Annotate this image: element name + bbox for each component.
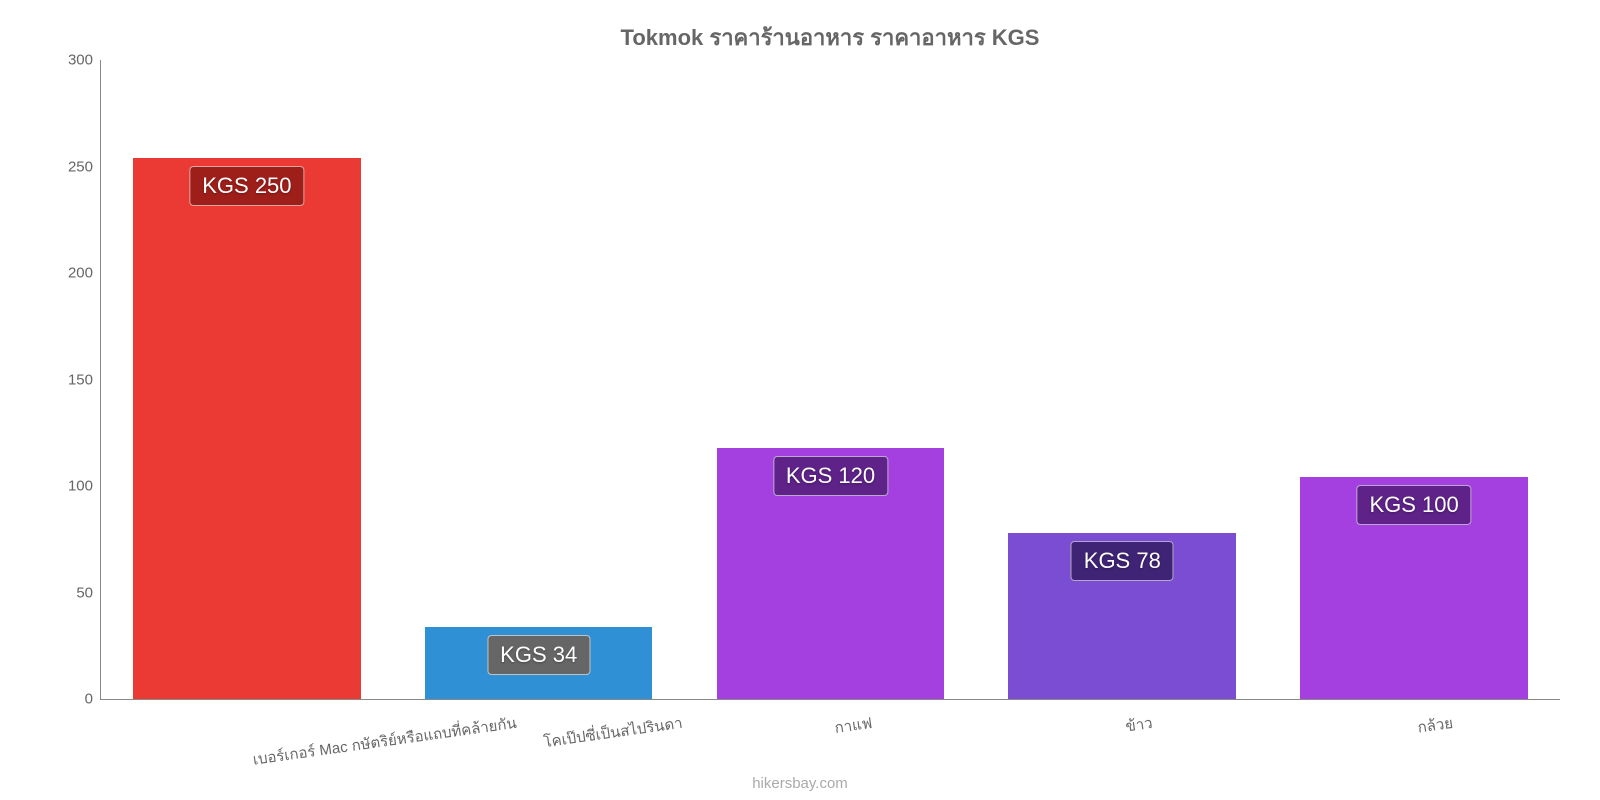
bar [133,158,361,699]
y-tick-label: 150 [68,371,101,388]
x-tick-label: โคเป๊ปซี่เป็นสไปรินดา [540,699,684,754]
x-tick-label: กาแฟ [831,699,873,740]
watermark: hikersbay.com [752,775,848,792]
x-tick-label: ข้าว [1123,699,1155,738]
y-tick-label: 100 [68,478,101,495]
x-tick-label: กล้วย [1414,699,1454,740]
plot-area: 050100150200250300KGS 250เบอร์เกอร์ Mac … [100,60,1560,700]
chart-container: Tokmok ราคาร้านอาหาร ราคาอาหาร KGS 05010… [0,0,1600,800]
y-tick-label: 200 [68,265,101,282]
value-label: KGS 100 [1356,485,1471,525]
y-tick-label: 50 [76,584,101,601]
value-label: KGS 34 [487,635,590,675]
y-tick-label: 0 [85,691,101,708]
y-tick-label: 250 [68,158,101,175]
y-tick-label: 300 [68,52,101,69]
value-label: KGS 120 [773,456,888,496]
value-label: KGS 78 [1071,541,1174,581]
x-tick-label: เบอร์เกอร์ Mac กษัตริย์หรือแถบที่คล้ายกั… [249,699,518,772]
chart-title: Tokmok ราคาร้านอาหาร ราคาอาหาร KGS [100,20,1560,55]
value-label: KGS 250 [189,166,304,206]
